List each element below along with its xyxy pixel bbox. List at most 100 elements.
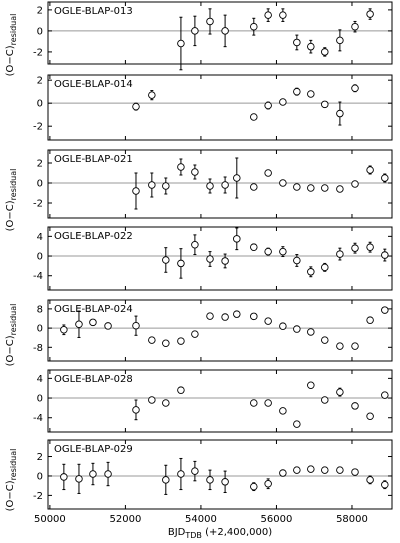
data-point: [221, 313, 229, 321]
data-point: [293, 256, 301, 265]
data-point: [132, 102, 140, 111]
data-point: [293, 38, 301, 47]
y-tick-label: -8: [33, 343, 43, 354]
data-point: [336, 36, 344, 45]
y-axis-label: (O−C)residual: [5, 169, 18, 232]
x-tick-label: 50000: [34, 514, 66, 525]
data-point: [366, 166, 374, 174]
data-point: [366, 243, 374, 251]
y-tick-label: 2: [37, 159, 43, 170]
y-axis-label-sub: residual: [9, 304, 18, 336]
data-point: [351, 180, 359, 188]
data-point: [191, 27, 199, 35]
x-axis-label-rest: (+2,400,000): [202, 527, 272, 538]
panel: 2 0 -2 OGLE-BLAP-013: [33, 1, 393, 71]
data-point: [321, 466, 329, 474]
y-tick-label: 0: [37, 99, 43, 110]
panel: 2 0 -2 OGLE-BLAP-021: [33, 149, 393, 219]
data-point: [89, 318, 97, 327]
y-axis-label-sub: residual: [9, 14, 18, 46]
data-point: [89, 470, 97, 478]
data-point: [60, 473, 68, 481]
data-point: [206, 255, 214, 263]
data-point: [250, 22, 258, 31]
y-tick-label: 2: [37, 5, 43, 16]
data-point: [250, 399, 258, 407]
data-point: [293, 325, 301, 333]
x-axis-label-sub: TDB: [184, 531, 202, 539]
data-point: [221, 257, 229, 265]
panel-frame: [47, 226, 393, 291]
panel-title: OGLE-BLAP-014: [54, 79, 133, 90]
data-point: [321, 336, 329, 344]
data-point: [191, 168, 199, 176]
data-point: [307, 381, 315, 390]
data-point: [264, 399, 272, 407]
data-point: [162, 399, 170, 407]
panel: 4 0 -4 OGLE-BLAP-022: [33, 226, 393, 291]
data-point: [381, 391, 389, 399]
data-point: [307, 465, 315, 473]
y-tick-label: -2: [33, 491, 43, 502]
data-point: [293, 420, 301, 428]
panel-frame: [47, 74, 393, 141]
y-tick-label: -2: [33, 122, 43, 133]
y-tick-label: 0: [37, 252, 43, 263]
data-point: [221, 27, 229, 35]
y-tick-label: 0: [37, 324, 43, 335]
data-point: [351, 244, 359, 252]
panel: 2 0 -2 OGLE-BLAP-014: [33, 74, 393, 141]
data-point: [279, 322, 287, 330]
panel: 2 0 -2 50000 52000 54000 56000 58000 OGLE-BLAP-0…: [33, 439, 393, 525]
data-point: [336, 109, 344, 118]
data-point: [279, 469, 287, 477]
data-point: [321, 184, 329, 192]
data-point: [148, 91, 156, 99]
data-point: [148, 396, 156, 404]
data-point: [132, 406, 140, 414]
data-point: [321, 396, 329, 404]
data-point: [60, 326, 68, 334]
panel-title: OGLE-BLAP-021: [54, 154, 133, 165]
panel-title: OGLE-BLAP-022: [54, 231, 133, 242]
y-axis-label-sub: residual: [9, 449, 18, 481]
y-tick-label: 4: [37, 232, 43, 243]
data-point: [279, 11, 287, 19]
data-point: [381, 480, 389, 489]
panel: 4 0 -4 OGLE-BLAP-028: [33, 369, 393, 433]
panel-frame: [47, 369, 393, 433]
data-point: [132, 321, 140, 330]
data-point: [366, 476, 374, 484]
data-point: [293, 183, 301, 191]
data-point: [191, 330, 199, 338]
y-tick-label: -4: [33, 413, 43, 424]
data-point: [381, 174, 389, 182]
data-point: [366, 316, 374, 324]
data-point: [264, 479, 272, 488]
y-axis-label-main: (O−C): [5, 45, 16, 76]
data-point: [366, 10, 374, 18]
data-point: [250, 482, 258, 491]
data-point: [250, 243, 258, 251]
y-tick-label: 2: [37, 452, 43, 463]
data-point: [177, 386, 185, 394]
data-point: [264, 11, 272, 19]
y-axis-label-sub: residual: [9, 169, 18, 201]
data-point: [132, 187, 140, 195]
data-point: [293, 87, 301, 96]
data-point: [206, 476, 214, 484]
data-point: [191, 467, 199, 475]
y-tick-label: 0: [37, 394, 43, 405]
panel-title: OGLE-BLAP-024: [54, 304, 133, 315]
data-point: [177, 470, 185, 478]
data-point: [351, 468, 359, 476]
y-tick-label: 2: [37, 76, 43, 87]
data-point: [336, 466, 344, 474]
x-tick-label: 56000: [261, 514, 293, 525]
data-point: [162, 256, 170, 264]
y-axis-label-main: (O−C): [5, 335, 16, 366]
data-point: [206, 312, 214, 320]
data-point: [162, 182, 170, 190]
data-point: [264, 169, 272, 177]
